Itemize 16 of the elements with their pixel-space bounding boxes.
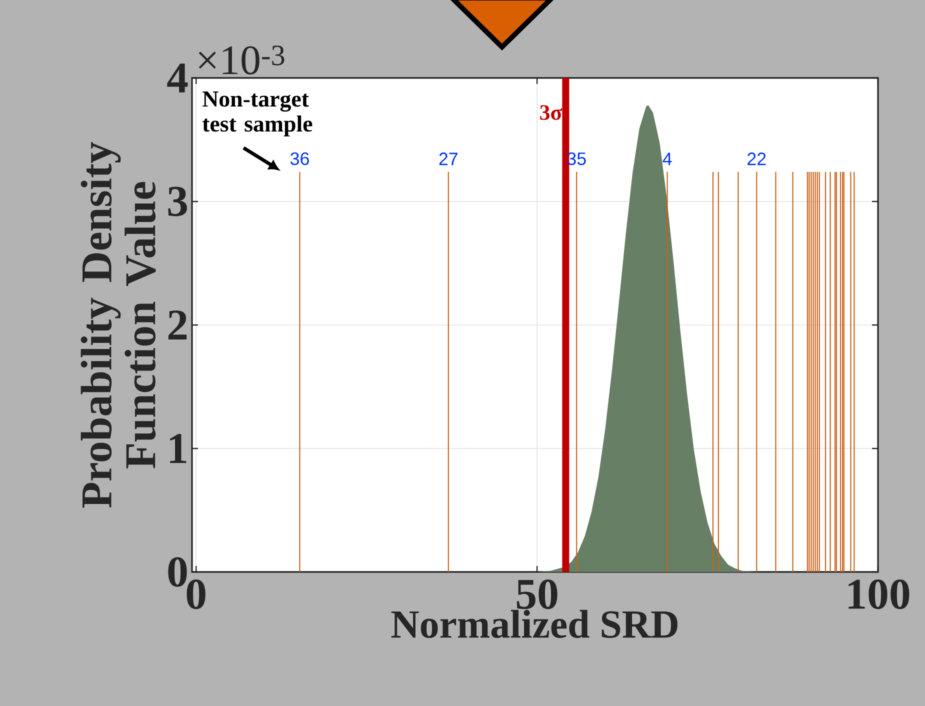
annotation: 4 <box>662 152 672 166</box>
annotation: 22 <box>748 152 766 166</box>
y-tick-label: 1 <box>170 434 186 463</box>
annotation: 36 <box>290 152 309 166</box>
y-tick-label: 2 <box>168 310 187 340</box>
x-tick-label: 50 <box>516 580 558 610</box>
annotation: 27 <box>439 152 458 166</box>
x-tick-label: 100 <box>848 580 910 610</box>
y-tick-label: 0 <box>168 557 187 587</box>
annotation: Non-target test sample <box>202 92 312 136</box>
y-tick-label: 3 <box>168 186 187 216</box>
text: ×10$^{-3}$ <box>198 46 284 74</box>
ref-line-label: 3σ <box>540 105 562 120</box>
y-axis-title: Probability Density Function Value <box>80 142 156 508</box>
y-tick-label: 4 <box>167 64 188 92</box>
x-axis-title: Normalized SRD <box>391 610 678 638</box>
